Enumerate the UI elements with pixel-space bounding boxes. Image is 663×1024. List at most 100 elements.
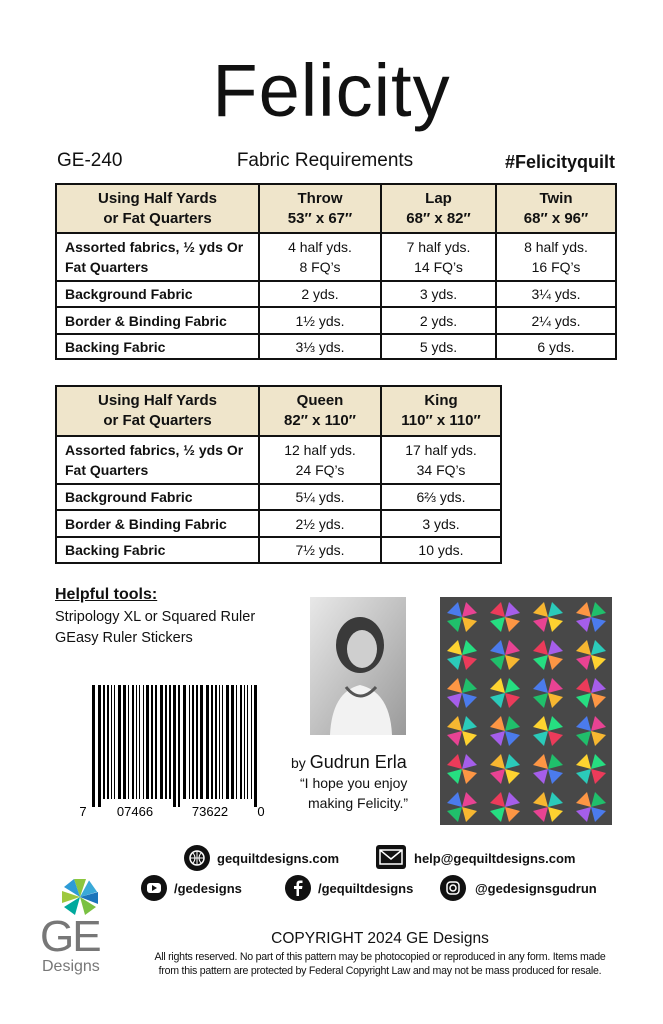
cell-text: Lap <box>425 189 452 207</box>
quilt-piece <box>447 792 462 807</box>
quilt-piece <box>533 693 548 708</box>
cell-text: 82″ x 110″ <box>284 412 356 429</box>
quilt-piece <box>533 731 548 746</box>
quilt-piece <box>462 807 477 822</box>
table-cell: Background Fabric <box>55 483 260 511</box>
bar <box>192 685 194 799</box>
bar <box>196 685 198 799</box>
table-cell: Assorted fabrics, ½ yds Or Fat Quarters <box>55 232 260 282</box>
cell-text: 2 yds. <box>419 312 458 329</box>
bar <box>114 685 115 799</box>
quilt-piece <box>576 617 591 632</box>
quilt-piece <box>490 731 505 746</box>
table-row: Assorted fabrics, ½ yds Or Fat Quarters 12… <box>55 435 502 485</box>
quilt-piece <box>490 678 505 693</box>
quilt-piece <box>548 617 563 632</box>
quilt-piece <box>447 769 462 784</box>
bar <box>169 685 171 799</box>
quilt-piece <box>462 678 477 693</box>
quilt-piece <box>490 769 505 784</box>
cell-text: 68″ x 82″ <box>406 209 471 227</box>
table-cell: 17 half yds. 34 FQ’s <box>380 435 502 485</box>
header-cell: King 110″ x 110″ <box>380 385 502 437</box>
bar <box>215 685 217 799</box>
pattern-code: GE-240 <box>57 150 123 171</box>
cell-text: 2 yds. <box>301 286 339 302</box>
quilt-piece <box>591 617 606 632</box>
bar <box>98 685 101 807</box>
requirements-table: Using Half Yards or Fat Quarters Throw 53″ … <box>55 183 617 360</box>
quilt-piece <box>505 731 520 746</box>
barcode-digit: 0 <box>257 804 264 819</box>
website: gequiltdesigns.com <box>217 851 340 866</box>
quilt-piece <box>462 693 477 708</box>
cell-text: 110″ x 110″ <box>401 412 481 429</box>
bar <box>231 685 234 799</box>
cell-text: or Fat Quarters <box>103 209 212 227</box>
facebook-icon <box>285 875 311 901</box>
designer-name: Gudrun Erla <box>309 752 407 772</box>
cell-text: 8 half yds. <box>524 239 588 255</box>
table-row: Assorted fabrics, ½ yds Or Fat Quarters 4 … <box>55 232 617 282</box>
cell-text: Queen <box>296 392 344 409</box>
bar <box>183 685 186 799</box>
quilt-piece <box>490 602 505 617</box>
bar <box>251 685 252 799</box>
barcode-digit: 07466 <box>117 804 153 819</box>
youtube-icon <box>141 875 167 901</box>
quilt-piece <box>447 754 462 769</box>
quilt-piece <box>462 716 477 731</box>
quilt-piece <box>490 617 505 632</box>
bar <box>178 685 180 807</box>
quilt-piece <box>462 640 477 655</box>
quilt-piece <box>462 602 477 617</box>
cell-text: 16 FQ’s <box>531 259 581 275</box>
cell-text: 53″ x 67″ <box>287 209 353 227</box>
cell-text: 3⅓ yds. <box>295 338 345 355</box>
quilt-piece <box>505 792 520 807</box>
quote-line: “I hope you enjoy <box>300 775 408 791</box>
quilt-image <box>440 597 612 825</box>
table-cell: Backing Fabric <box>55 536 260 564</box>
cell-text: 4 half yds. <box>288 239 352 255</box>
quilt-piece <box>548 769 563 784</box>
quilt-piece <box>462 655 477 670</box>
table-row: Background Fabric 2 yds. 3 yds. 3¼ yds. <box>55 280 617 308</box>
table-cell: 6⅔ yds. <box>380 483 502 511</box>
quilt-piece <box>490 807 505 822</box>
table-cell: 7½ yds. <box>258 536 382 564</box>
cell-text: Assorted fabrics, ½ yds Or <box>65 442 244 458</box>
youtube: /gedesigns <box>174 881 242 896</box>
cell-text: Using Half Yards <box>98 392 217 409</box>
quilt-piece <box>505 655 520 670</box>
title: Felicity <box>212 49 451 132</box>
header-row: Using Half Yards or Fat Quarters Queen 82″ … <box>55 385 502 437</box>
barcode-digit: 7 <box>79 804 86 819</box>
bar <box>160 685 163 799</box>
quilt-piece <box>533 602 548 617</box>
bar <box>240 685 242 799</box>
quilt-piece <box>576 792 591 807</box>
bar <box>254 685 257 807</box>
quilt-piece <box>591 807 606 822</box>
cell-text: Assorted fabrics, ½ yds Or <box>65 239 244 255</box>
quote-line: making Felicity.” <box>308 795 409 811</box>
bar <box>236 685 237 799</box>
quilt-piece <box>505 640 520 655</box>
quilt-piece <box>591 769 606 784</box>
bar <box>146 685 149 799</box>
table-cell: 3 yds. <box>380 280 497 308</box>
table-cell: 2 yds. <box>380 306 497 335</box>
quilt-piece <box>576 602 591 617</box>
subtitle: Fabric Requirements <box>236 150 414 171</box>
quilt-piece <box>505 807 520 822</box>
cell-text: 2¼ yds. <box>531 312 581 329</box>
bar <box>136 685 137 799</box>
cell-text: 34 FQ’s <box>416 462 466 478</box>
quilt-piece <box>533 617 548 632</box>
designer-by: by Gudrun Erla <box>291 752 407 773</box>
cell-text: Fat Quarters <box>65 259 149 275</box>
header-cell: Using Half Yards or Fat Quarters <box>55 385 260 437</box>
table-row: Backing Fabric 3⅓ yds. 5 yds. 6 yds. <box>55 333 617 360</box>
